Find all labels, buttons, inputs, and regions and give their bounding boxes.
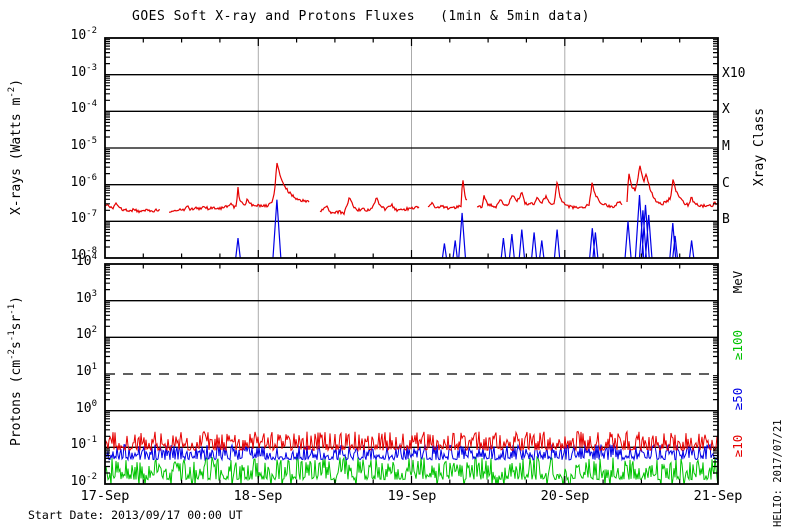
proton-y-axis-label: Protons (cm-2s-1sr-1) [6, 296, 24, 446]
xray-long-segment [105, 201, 160, 214]
xray-y-axis-label-close: ) [9, 78, 24, 87]
xray-class-label: X [722, 102, 730, 117]
x-tick-label: 19-Sep [387, 488, 437, 504]
xray-class-label: X10 [722, 66, 746, 81]
proton-ytick-label: 103 [75, 288, 97, 306]
xray-class-label: M [722, 139, 730, 154]
xray-ytick-label: 10-2 [70, 25, 98, 43]
x-tick-label: 21-Sep [693, 488, 743, 504]
decade-lines [105, 74, 718, 448]
x-tick-label: 20-Sep [540, 488, 590, 504]
xray-long-segment [169, 162, 310, 213]
x-tick-label: 17-Sep [80, 488, 130, 504]
xray-short-spikes [235, 195, 695, 258]
proton-ytick-label: 104 [75, 251, 97, 269]
xray-ytick-label: 10-3 [70, 62, 98, 80]
start-date-label: Start Date: 2013/09/17 00:00 UT [28, 508, 243, 522]
xray-class-label: C [722, 176, 730, 191]
proton-panel-frame [104, 263, 719, 485]
proton-channel-≥10 [105, 429, 718, 453]
proton-channel-label: ≥10 [730, 434, 745, 458]
xray-ytick-label: 10-8 [70, 245, 98, 263]
xray-long-segment [319, 197, 420, 216]
xray-ytick-label: 10-5 [70, 135, 98, 153]
xray-long-segment [427, 180, 468, 211]
credit-label: HELIO: 2017/07/21 [772, 419, 784, 527]
xray-panel-frame [104, 37, 719, 259]
xray-ytick-label: 10-6 [70, 172, 98, 190]
xray-y-axis-label-exp: -2 [6, 86, 17, 98]
x-tick-label: 18-Sep [233, 488, 283, 504]
xray-y-axis-label: X-rays (Watts m-2) [6, 54, 24, 240]
plot-title: GOES Soft X-ray and Protons Fluxes (1min… [132, 9, 590, 24]
proton-ytick-label: 101 [75, 361, 97, 379]
proton-channel-label: ≥50 [730, 387, 745, 411]
proton-channel-label: ≥100 [730, 329, 745, 361]
proton-ytick-label: 10-2 [70, 471, 98, 489]
proton-series [105, 429, 718, 484]
proton-ytick-label: 10-1 [70, 434, 98, 452]
day-gridlines [257, 39, 566, 483]
mev-axis-title: MeV [730, 270, 745, 294]
proton-channel-≥50 [105, 442, 718, 462]
xray-series [105, 162, 718, 258]
xray-long-segment [626, 165, 718, 209]
xray-class-label: B [722, 212, 730, 227]
xray-ytick-label: 10-7 [70, 208, 98, 226]
xray-y-axis-label-text: X-rays (Watts m [9, 97, 24, 216]
proton-ytick-label: 100 [75, 398, 97, 416]
axis-ticks [105, 38, 718, 484]
proton-ytick-label: 102 [75, 324, 97, 342]
xray-ytick-label: 10-4 [70, 98, 98, 116]
xray-long-segment [476, 180, 623, 211]
proton-channel-≥100 [105, 455, 718, 484]
